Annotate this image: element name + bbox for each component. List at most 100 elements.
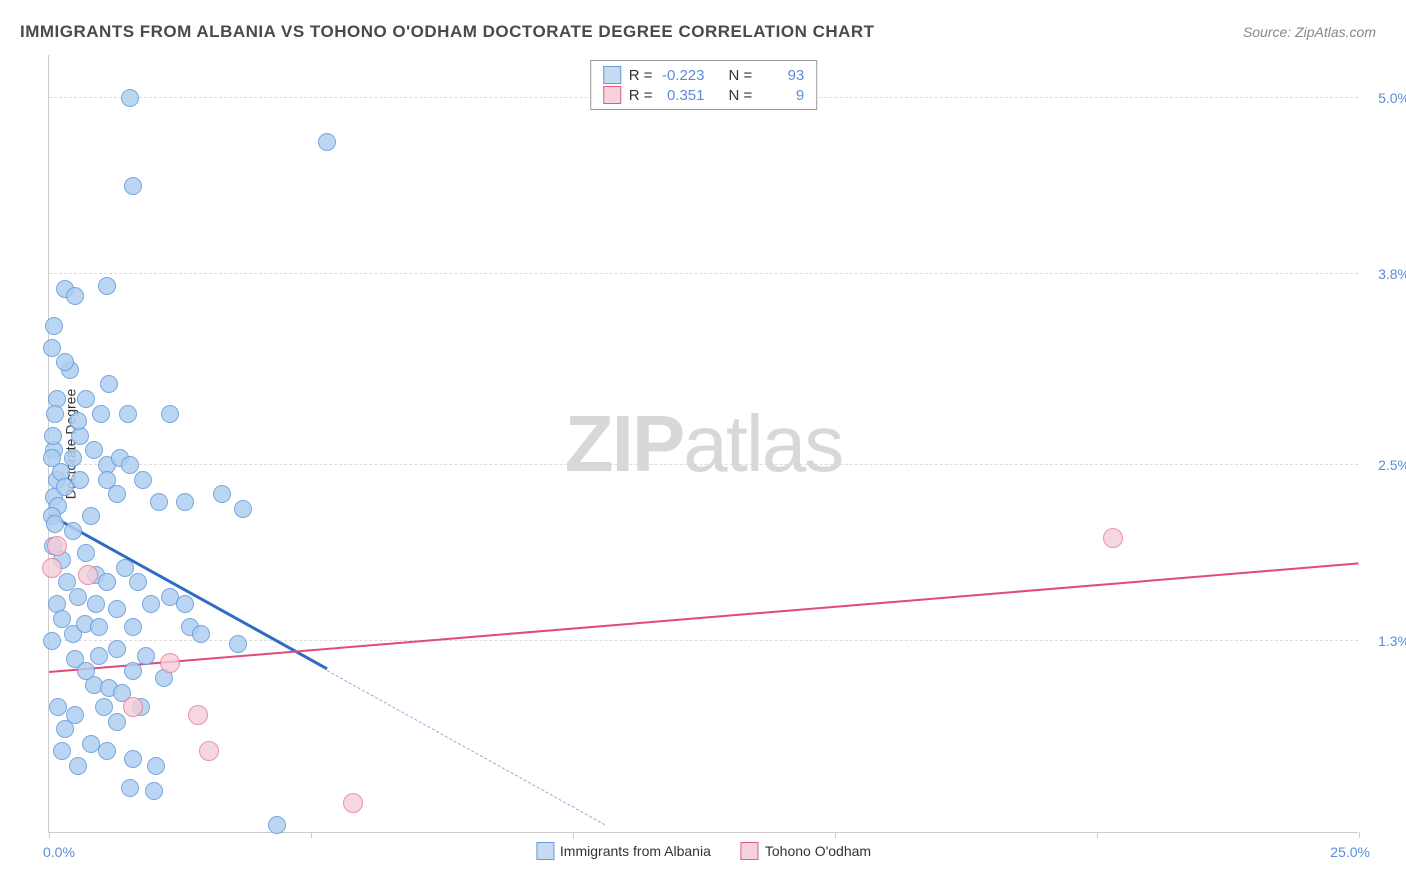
point-series-a	[43, 339, 61, 357]
point-series-a	[69, 412, 87, 430]
point-series-a	[161, 405, 179, 423]
point-series-a	[95, 698, 113, 716]
point-series-a	[124, 177, 142, 195]
point-series-a	[268, 816, 286, 834]
point-series-b	[42, 558, 62, 578]
point-series-a	[192, 625, 210, 643]
point-series-a	[150, 493, 168, 511]
plot-area: ZIPatlas Doctorate Degree R = -0.223 N =…	[48, 55, 1358, 833]
point-series-a	[71, 471, 89, 489]
point-series-a	[100, 375, 118, 393]
y-tick-label: 1.3%	[1362, 633, 1406, 649]
y-tick-label: 2.5%	[1362, 457, 1406, 473]
point-series-a	[229, 635, 247, 653]
series-b-name: Tohono O'odham	[765, 843, 871, 859]
legend-r-label-b: R =	[629, 87, 653, 104]
point-series-a	[98, 277, 116, 295]
point-series-a	[116, 559, 134, 577]
legend-row-series-b: R = 0.351 N = 9	[603, 85, 805, 105]
point-series-a	[77, 662, 95, 680]
trend-line	[48, 514, 327, 671]
trend-line	[49, 563, 1359, 674]
gridline-h	[49, 464, 1358, 465]
watermark-bold: ZIP	[565, 399, 683, 488]
watermark: ZIPatlas	[565, 398, 842, 490]
point-series-a	[213, 485, 231, 503]
point-series-a	[98, 742, 116, 760]
legend-r-value-b: 0.351	[661, 87, 705, 104]
point-series-b	[47, 536, 67, 556]
point-series-a	[145, 782, 163, 800]
legend-n-label-b: N =	[729, 87, 753, 104]
trend-line	[326, 670, 604, 825]
x-tick-mark	[49, 832, 50, 838]
point-series-a	[49, 698, 67, 716]
x-tick-mark	[311, 832, 312, 838]
point-series-a	[124, 662, 142, 680]
point-series-a	[92, 405, 110, 423]
source-attribution: Source: ZipAtlas.com	[1243, 24, 1376, 40]
legend-n-label: N =	[729, 67, 753, 84]
point-series-a	[318, 133, 336, 151]
y-tick-label: 3.8%	[1362, 266, 1406, 282]
swatch-series-b-bottom	[741, 842, 759, 860]
point-series-a	[121, 779, 139, 797]
point-series-a	[45, 317, 63, 335]
watermark-light: atlas	[683, 399, 842, 488]
point-series-a	[147, 757, 165, 775]
point-series-a	[69, 588, 87, 606]
point-series-a	[43, 449, 61, 467]
point-series-a	[64, 449, 82, 467]
legend-item-series-a: Immigrants from Albania	[536, 842, 711, 860]
point-series-a	[176, 595, 194, 613]
point-series-b	[188, 705, 208, 725]
point-series-a	[43, 632, 61, 650]
point-series-a	[108, 485, 126, 503]
point-series-b	[160, 653, 180, 673]
point-series-b	[78, 565, 98, 585]
point-series-a	[69, 757, 87, 775]
point-series-a	[98, 573, 116, 591]
series-a-name: Immigrants from Albania	[560, 843, 711, 859]
point-series-a	[66, 287, 84, 305]
legend-item-series-b: Tohono O'odham	[741, 842, 871, 860]
point-series-a	[129, 573, 147, 591]
point-series-a	[90, 647, 108, 665]
point-series-a	[119, 405, 137, 423]
point-series-a	[56, 720, 74, 738]
swatch-series-a	[603, 66, 621, 84]
point-series-a	[124, 750, 142, 768]
point-series-a	[46, 515, 64, 533]
legend-series-names: Immigrants from Albania Tohono O'odham	[536, 842, 871, 860]
point-series-a	[77, 390, 95, 408]
point-series-a	[56, 353, 74, 371]
legend-correlation: R = -0.223 N = 93 R = 0.351 N = 9	[590, 60, 818, 110]
point-series-a	[134, 471, 152, 489]
point-series-b	[343, 793, 363, 813]
x-tick-mark	[573, 832, 574, 838]
point-series-a	[108, 713, 126, 731]
x-tick-mark	[1097, 832, 1098, 838]
point-series-a	[234, 500, 252, 518]
x-tick-mark	[835, 832, 836, 838]
gridline-h	[49, 273, 1358, 274]
point-series-a	[90, 618, 108, 636]
legend-n-value-a: 93	[760, 67, 804, 84]
point-series-a	[121, 456, 139, 474]
point-series-a	[46, 405, 64, 423]
point-series-a	[108, 600, 126, 618]
point-series-a	[121, 89, 139, 107]
legend-row-series-a: R = -0.223 N = 93	[603, 65, 805, 85]
point-series-a	[108, 640, 126, 658]
swatch-series-a-bottom	[536, 842, 554, 860]
point-series-a	[44, 427, 62, 445]
point-series-a	[53, 742, 71, 760]
point-series-a	[87, 595, 105, 613]
legend-r-label: R =	[629, 67, 653, 84]
point-series-a	[142, 595, 160, 613]
point-series-a	[124, 618, 142, 636]
legend-n-value-b: 9	[760, 87, 804, 104]
x-axis-max-label: 25.0%	[1330, 844, 1370, 860]
chart-title: IMMIGRANTS FROM ALBANIA VS TOHONO O'ODHA…	[20, 22, 875, 42]
point-series-b	[123, 697, 143, 717]
